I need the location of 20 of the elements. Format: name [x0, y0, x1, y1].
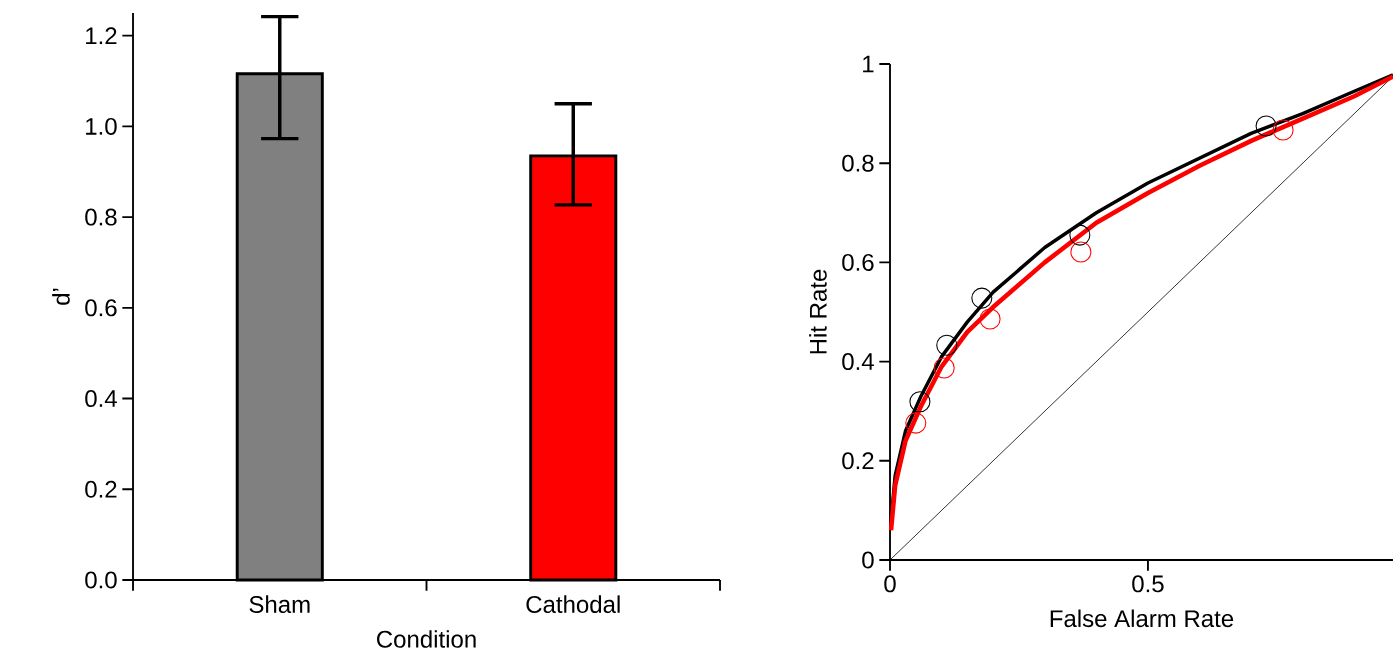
- x-tick-label: Sham: [249, 595, 310, 613]
- y-tick-label: 0.6: [85, 299, 117, 317]
- y-tick-label: 0.6: [842, 253, 874, 271]
- x-tick-label: 0.5: [1132, 575, 1164, 593]
- x-axis-title: Condition: [377, 630, 476, 648]
- y-tick-label: 0.0: [85, 571, 117, 589]
- x-axis-title: False Alarm Rate: [1050, 609, 1234, 628]
- y-tick-label: 0.8: [85, 208, 117, 226]
- y-tick-label: 1: [863, 55, 874, 73]
- y-tick-label: 1.2: [86, 27, 117, 45]
- y-axis-title: Hit Rate: [809, 269, 827, 354]
- y-tick-label: 0.8: [842, 154, 874, 172]
- y-tick-label: 0.4: [842, 353, 874, 371]
- x-tick-label: Cathodal: [526, 595, 620, 613]
- y-axis-title: d’: [52, 288, 70, 305]
- y-tick-label: 0.2: [842, 452, 874, 470]
- y-tick-label: 0: [862, 551, 874, 569]
- y-tick-label: 0.4: [85, 390, 117, 408]
- y-tick-label: 0.2: [85, 480, 117, 498]
- y-tick-label: 1.0: [86, 117, 117, 135]
